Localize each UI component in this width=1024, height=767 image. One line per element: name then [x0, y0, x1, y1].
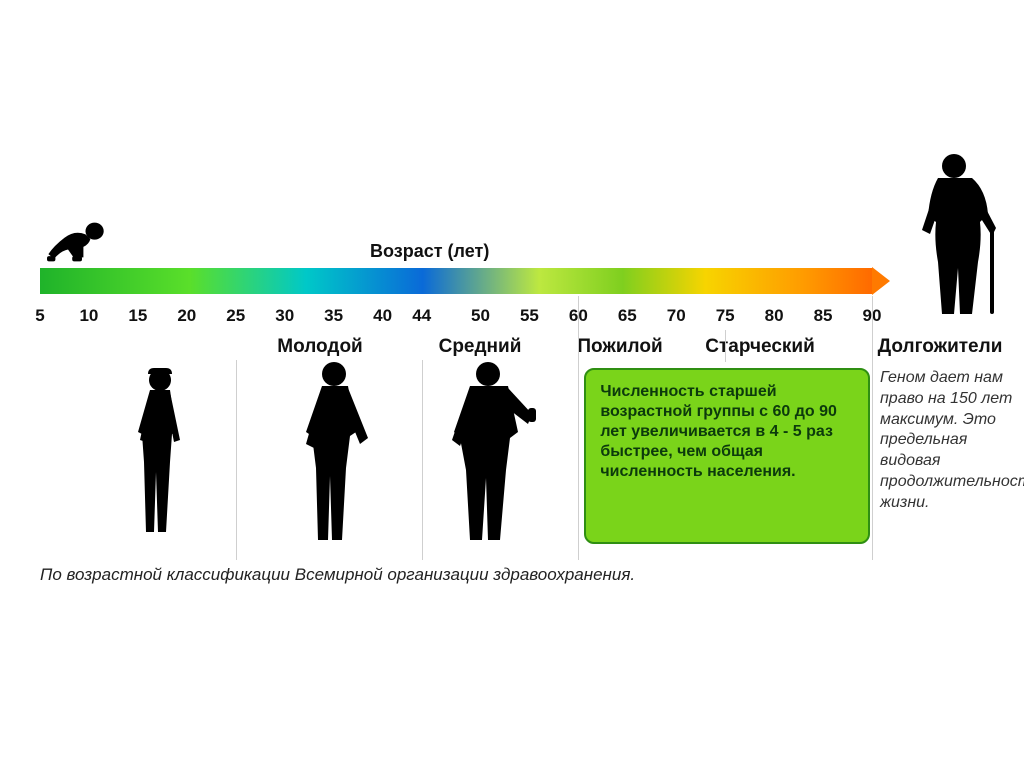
- divider-25: [236, 360, 237, 560]
- infographic-canvas: Возраст (лет) 51015202530354044505560657…: [0, 0, 1024, 767]
- group-label-0: Молодой: [277, 336, 362, 358]
- tick-65: 65: [618, 306, 637, 326]
- tick-40: 40: [373, 306, 392, 326]
- tick-70: 70: [667, 306, 686, 326]
- tick-15: 15: [128, 306, 147, 326]
- group-label-3: Старческий: [705, 336, 815, 358]
- tick-20: 20: [177, 306, 196, 326]
- tick-50: 50: [471, 306, 490, 326]
- growth-callout-box: Численность старшей возрастной группы с …: [584, 368, 870, 544]
- who-footnote: По возрастной классификации Всемирной ор…: [40, 565, 635, 585]
- tick-35: 35: [324, 306, 343, 326]
- divider-75: [725, 330, 726, 362]
- genome-note: Геном дает нам право на 150 лет максимум…: [880, 368, 1020, 514]
- young-silhouette-icon: [280, 358, 390, 550]
- tick-80: 80: [765, 306, 784, 326]
- axis-title: Возраст (лет): [370, 241, 489, 262]
- tick-30: 30: [275, 306, 294, 326]
- tick-55: 55: [520, 306, 539, 326]
- divider-90: [872, 296, 873, 560]
- gradient-arrow-icon: [872, 267, 890, 295]
- teen-silhouette-icon: [110, 362, 210, 542]
- group-label-4: Долгожители: [878, 336, 1003, 358]
- group-label-2: Пожилой: [577, 336, 662, 358]
- tick-10: 10: [79, 306, 98, 326]
- tick-25: 25: [226, 306, 245, 326]
- baby-silhouette-icon: [40, 218, 110, 264]
- tick-44: 44: [412, 306, 431, 326]
- divider-44: [422, 360, 423, 560]
- middle-silhouette-icon: [430, 358, 550, 550]
- elder-silhouette-icon: [902, 150, 1012, 322]
- divider-60: [578, 296, 579, 560]
- tick-5: 5: [35, 306, 44, 326]
- age-gradient-bar: [40, 268, 872, 294]
- tick-75: 75: [716, 306, 735, 326]
- tick-85: 85: [814, 306, 833, 326]
- group-label-1: Средний: [439, 336, 522, 358]
